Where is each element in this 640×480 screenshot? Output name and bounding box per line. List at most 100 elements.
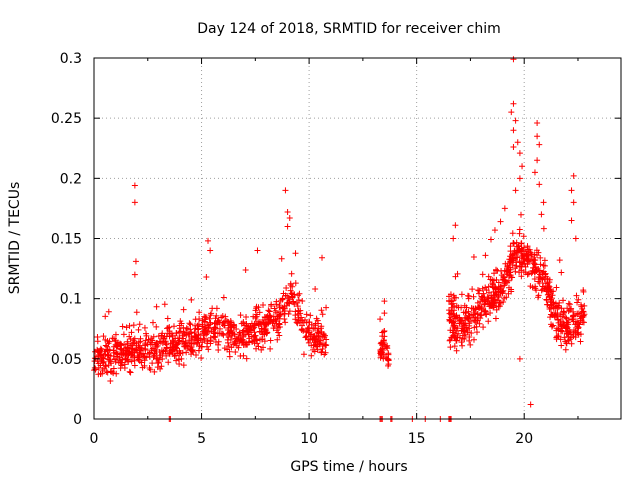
data-point — [553, 327, 560, 334]
data-point — [165, 324, 172, 331]
data-point — [136, 321, 143, 328]
data-point — [151, 347, 158, 354]
data-point — [544, 301, 551, 308]
data-point — [94, 338, 101, 345]
x-axis-label: GPS time / hours — [290, 459, 407, 475]
data-point — [464, 329, 471, 336]
x-tick-label: 0 — [90, 431, 99, 447]
data-point — [113, 348, 120, 355]
data-point — [183, 332, 190, 339]
data-point — [480, 324, 487, 331]
data-point — [120, 347, 127, 354]
data-point — [534, 157, 541, 164]
data-point — [491, 284, 498, 291]
data-point — [282, 292, 289, 299]
data-point — [463, 304, 470, 311]
data-point — [501, 295, 508, 302]
data-point — [514, 139, 521, 146]
data-point — [163, 352, 170, 359]
data-point — [150, 333, 157, 340]
data-point — [562, 346, 569, 353]
data-point — [493, 306, 500, 313]
data-point — [510, 127, 517, 134]
data-point — [470, 254, 477, 261]
data-point — [296, 290, 303, 297]
y-tick-label: 0.3 — [60, 51, 82, 67]
data-point — [161, 301, 168, 308]
plot-frame — [93, 57, 622, 420]
data-point — [130, 322, 137, 329]
data-point — [255, 343, 262, 350]
data-point — [157, 365, 164, 372]
data-point — [118, 362, 125, 369]
data-point — [253, 311, 260, 318]
data-point — [492, 285, 499, 292]
data-point — [507, 253, 514, 260]
y-tick-label: 0.05 — [51, 352, 82, 368]
data-point — [380, 355, 387, 362]
data-point — [447, 344, 454, 351]
data-point — [180, 306, 187, 313]
data-point — [536, 141, 543, 148]
data-point — [459, 332, 466, 339]
data-point — [491, 227, 498, 234]
data-point — [164, 330, 171, 337]
data-point — [207, 247, 214, 254]
data-point — [312, 286, 319, 293]
data-point — [509, 261, 516, 268]
data-point — [510, 56, 517, 63]
data-point — [274, 336, 281, 343]
data-point — [487, 309, 494, 316]
data-point — [453, 314, 460, 321]
data-point — [560, 297, 567, 304]
data-point — [141, 324, 148, 331]
data-point — [536, 274, 543, 281]
data-point — [453, 337, 460, 344]
data-point — [219, 321, 226, 328]
data-point — [475, 314, 482, 321]
data-point — [379, 340, 386, 347]
data-point — [308, 352, 315, 359]
data-point — [518, 267, 525, 274]
data-point — [512, 254, 519, 261]
data-point — [184, 343, 191, 350]
data-point — [289, 283, 296, 290]
data-point — [133, 309, 140, 316]
data-point — [313, 333, 320, 340]
data-point — [473, 329, 480, 336]
data-point — [243, 339, 250, 346]
data-point — [141, 353, 148, 360]
data-point — [182, 343, 189, 350]
data-point — [150, 354, 157, 361]
data-point — [458, 339, 465, 346]
data-point — [181, 340, 188, 347]
data-point — [198, 343, 205, 350]
y-tick-labels: 0 0.05 0.1 0.15 0.2 0.25 0.3 — [51, 51, 82, 428]
data-point — [379, 329, 386, 336]
data-point — [462, 309, 469, 316]
data-point — [200, 335, 207, 342]
data-point — [580, 308, 587, 315]
data-point — [385, 362, 392, 369]
data-point — [501, 279, 508, 286]
data-point — [195, 331, 202, 338]
data-point — [464, 292, 471, 299]
data-point — [563, 340, 570, 347]
data-point — [527, 401, 534, 408]
data-point — [273, 301, 280, 308]
data-point — [142, 347, 149, 354]
data-point — [186, 320, 193, 327]
data-point — [452, 222, 459, 229]
data-point — [508, 286, 515, 293]
data-point — [318, 307, 325, 314]
data-point — [94, 346, 101, 353]
data-point — [531, 260, 538, 267]
data-point — [231, 331, 238, 338]
data-point — [278, 255, 285, 262]
data-point — [192, 333, 199, 340]
data-point — [192, 325, 199, 332]
data-point — [289, 294, 296, 301]
data-point — [213, 312, 220, 319]
data-point — [463, 324, 470, 331]
data-point — [258, 346, 265, 353]
